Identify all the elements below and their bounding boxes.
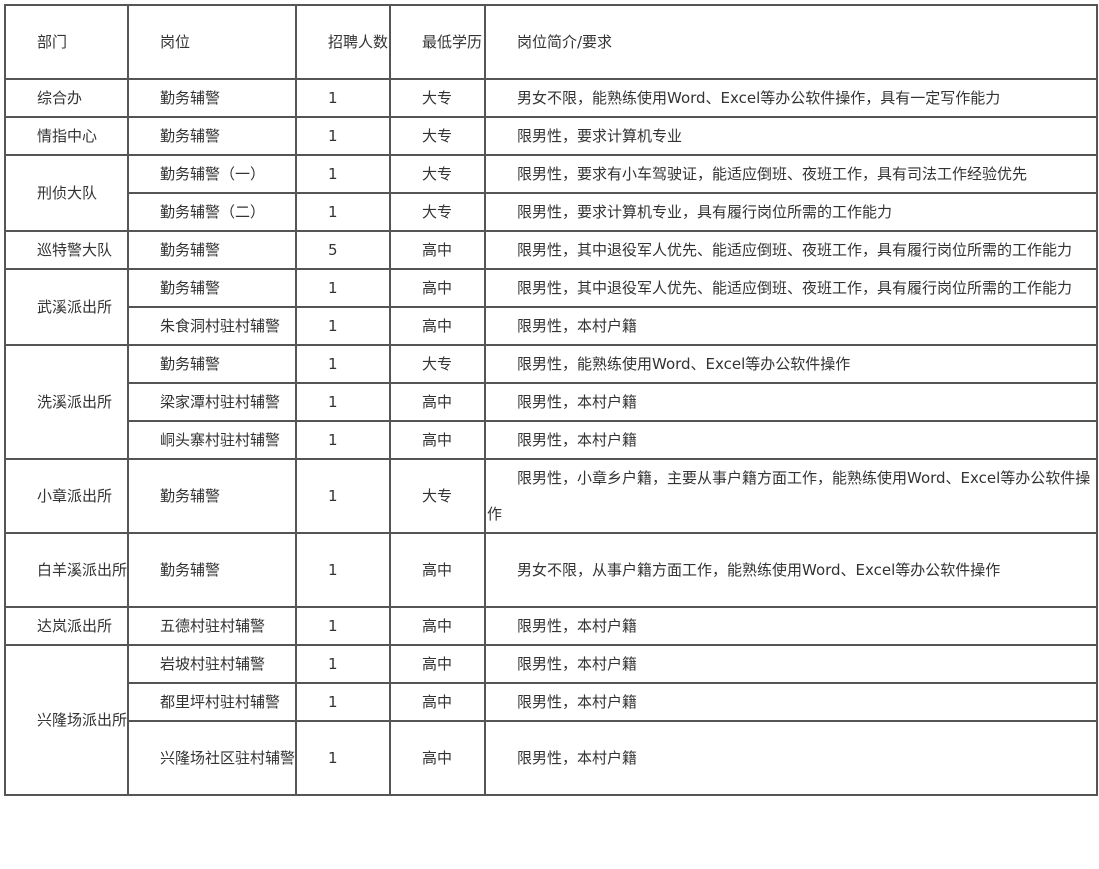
- education-cell: 高中: [390, 383, 485, 421]
- table-row: 武溪派出所 勤务辅警 1 高中 限男性，其中退役军人优先、能适应倒班、夜班工作，具有履行…: [5, 269, 1097, 345]
- header-department: 部门: [5, 5, 128, 79]
- requirements-cell: 限男性，本村户籍: [485, 607, 1097, 645]
- position-cell: 勤务辅警: [128, 79, 296, 117]
- count-cell: 5: [296, 231, 390, 269]
- department-cell: 白羊溪派出所: [5, 533, 128, 607]
- requirements-cell: 限男性，本村户籍: [485, 421, 1097, 459]
- table-row: 峒头寨村驻村辅警 1 高中 限男性，本村户籍: [5, 421, 1097, 459]
- requirements-cell: 限男性，要求计算机专业: [485, 117, 1097, 155]
- requirements-cell: 限男性，本村户籍: [485, 721, 1097, 795]
- education-cell: 高中: [390, 683, 485, 721]
- table-row: 都里坪村驻村辅警 1 高中 限男性，本村户籍: [5, 683, 1097, 721]
- education-cell: 大专: [390, 117, 485, 155]
- requirements-cell: 限男性，其中退役军人优先、能适应倒班、夜班工作，具有履行岗位所需的工作能力: [485, 269, 1097, 307]
- table-row: 兴隆场派出所 岩坡村驻村辅警 1 高中 限男性，本村户籍: [5, 645, 1097, 795]
- education-cell: 高中: [390, 721, 485, 795]
- requirements-cell: 限男性，本村户籍: [485, 383, 1097, 421]
- education-cell: 大专: [390, 345, 485, 383]
- department-cell: 小章派出所: [5, 459, 128, 533]
- education-cell: 高中: [390, 645, 485, 683]
- requirements-cell: 限男性，要求计算机专业，具有履行岗位所需的工作能力: [485, 193, 1097, 231]
- education-cell: 高中: [390, 533, 485, 607]
- requirements-cell: 限男性，本村户籍: [485, 683, 1097, 721]
- table-row: 勤务辅警（二） 1 大专 限男性，要求计算机专业，具有履行岗位所需的工作能力: [5, 193, 1097, 231]
- requirements-cell: 限男性，要求有小车驾驶证，能适应倒班、夜班工作，具有司法工作经验优先: [485, 155, 1097, 193]
- recruitment-table: 部门 岗位 招聘人数 最低学历 岗位简介/要求 综合办 勤务辅警 1 大专 男女不限，能…: [4, 4, 1098, 796]
- table-row: 白羊溪派出所 勤务辅警 1 高中 男女不限，从事户籍方面工作，能熟练使用Word、Exc…: [5, 533, 1097, 607]
- requirements-cell: 限男性，小章乡户籍，主要从事户籍方面工作，能熟练使用Word、Excel等办公软…: [485, 459, 1097, 533]
- position-cell: 勤务辅警: [128, 231, 296, 269]
- position-cell: 梁家潭村驻村辅警: [128, 383, 296, 421]
- department-cell: 刑侦大队: [5, 155, 128, 231]
- position-cell: 勤务辅警: [128, 269, 296, 307]
- department-cell: 洗溪派出所: [5, 345, 128, 459]
- requirements-cell: 男女不限，能熟练使用Word、Excel等办公软件操作，具有一定写作能力: [485, 79, 1097, 117]
- position-cell: 都里坪村驻村辅警: [128, 683, 296, 721]
- department-cell: 达岚派出所: [5, 607, 128, 645]
- count-cell: 1: [296, 193, 390, 231]
- count-cell: 1: [296, 155, 390, 193]
- requirements-cell: 限男性，其中退役军人优先、能适应倒班、夜班工作，具有履行岗位所需的工作能力: [485, 231, 1097, 269]
- education-cell: 高中: [390, 607, 485, 645]
- count-cell: 1: [296, 117, 390, 155]
- position-cell: 朱食洞村驻村辅警: [128, 307, 296, 345]
- count-cell: 1: [296, 79, 390, 117]
- header-count: 招聘人数: [296, 5, 390, 79]
- count-cell: 1: [296, 383, 390, 421]
- header-education: 最低学历: [390, 5, 485, 79]
- department-cell: 综合办: [5, 79, 128, 117]
- table-row: 达岚派出所 五德村驻村辅警 1 高中 限男性，本村户籍: [5, 607, 1097, 645]
- requirements-cell: 限男性，本村户籍: [485, 307, 1097, 345]
- position-cell: 勤务辅警（一）: [128, 155, 296, 193]
- requirements-cell: 男女不限，从事户籍方面工作，能熟练使用Word、Excel等办公软件操作: [485, 533, 1097, 607]
- count-cell: 1: [296, 307, 390, 345]
- count-cell: 1: [296, 345, 390, 383]
- education-cell: 高中: [390, 269, 485, 307]
- education-cell: 大专: [390, 459, 485, 533]
- count-cell: 1: [296, 459, 390, 533]
- position-cell: 五德村驻村辅警: [128, 607, 296, 645]
- requirements-cell: 限男性，本村户籍: [485, 645, 1097, 683]
- department-cell: 武溪派出所: [5, 269, 128, 345]
- count-cell: 1: [296, 683, 390, 721]
- header-row: 部门 岗位 招聘人数 最低学历 岗位简介/要求: [5, 5, 1097, 79]
- table-row: 刑侦大队 勤务辅警（一） 1 大专 限男性，要求有小车驾驶证，能适应倒班、夜班工作，具有…: [5, 155, 1097, 231]
- position-cell: 峒头寨村驻村辅警: [128, 421, 296, 459]
- count-cell: 1: [296, 421, 390, 459]
- header-requirements: 岗位简介/要求: [485, 5, 1097, 79]
- education-cell: 大专: [390, 193, 485, 231]
- education-cell: 大专: [390, 155, 485, 193]
- education-cell: 高中: [390, 421, 485, 459]
- education-cell: 高中: [390, 307, 485, 345]
- table-row: 洗溪派出所 勤务辅警 1 大专 限男性，能熟练使用Word、Excel等办公软件操作: [5, 345, 1097, 459]
- education-cell: 大专: [390, 79, 485, 117]
- table-row: 小章派出所 勤务辅警 1 大专 限男性，小章乡户籍，主要从事户籍方面工作，能熟练使用Wo…: [5, 459, 1097, 533]
- education-cell: 高中: [390, 231, 485, 269]
- count-cell: 1: [296, 721, 390, 795]
- count-cell: 1: [296, 645, 390, 683]
- table-row: 朱食洞村驻村辅警 1 高中 限男性，本村户籍: [5, 307, 1097, 345]
- count-cell: 1: [296, 269, 390, 307]
- header-position: 岗位: [128, 5, 296, 79]
- position-cell: 勤务辅警: [128, 117, 296, 155]
- position-cell: 岩坡村驻村辅警: [128, 645, 296, 683]
- table-row: 兴隆场社区驻村辅警 1 高中 限男性，本村户籍: [5, 721, 1097, 795]
- table-row: 情指中心 勤务辅警 1 大专 限男性，要求计算机专业: [5, 117, 1097, 155]
- department-cell: 巡特警大队: [5, 231, 128, 269]
- table-row: 综合办 勤务辅警 1 大专 男女不限，能熟练使用Word、Excel等办公软件操作，具有…: [5, 79, 1097, 117]
- department-cell: 兴隆场派出所: [5, 645, 128, 795]
- table-row: 梁家潭村驻村辅警 1 高中 限男性，本村户籍: [5, 383, 1097, 421]
- count-cell: 1: [296, 607, 390, 645]
- table-row: 巡特警大队 勤务辅警 5 高中 限男性，其中退役军人优先、能适应倒班、夜班工作，具有履行…: [5, 231, 1097, 269]
- count-cell: 1: [296, 533, 390, 607]
- position-cell: 兴隆场社区驻村辅警: [128, 721, 296, 795]
- department-cell: 情指中心: [5, 117, 128, 155]
- position-cell: 勤务辅警: [128, 533, 296, 607]
- requirements-cell: 限男性，能熟练使用Word、Excel等办公软件操作: [485, 345, 1097, 383]
- position-cell: 勤务辅警（二）: [128, 193, 296, 231]
- position-cell: 勤务辅警: [128, 459, 296, 533]
- position-cell: 勤务辅警: [128, 345, 296, 383]
